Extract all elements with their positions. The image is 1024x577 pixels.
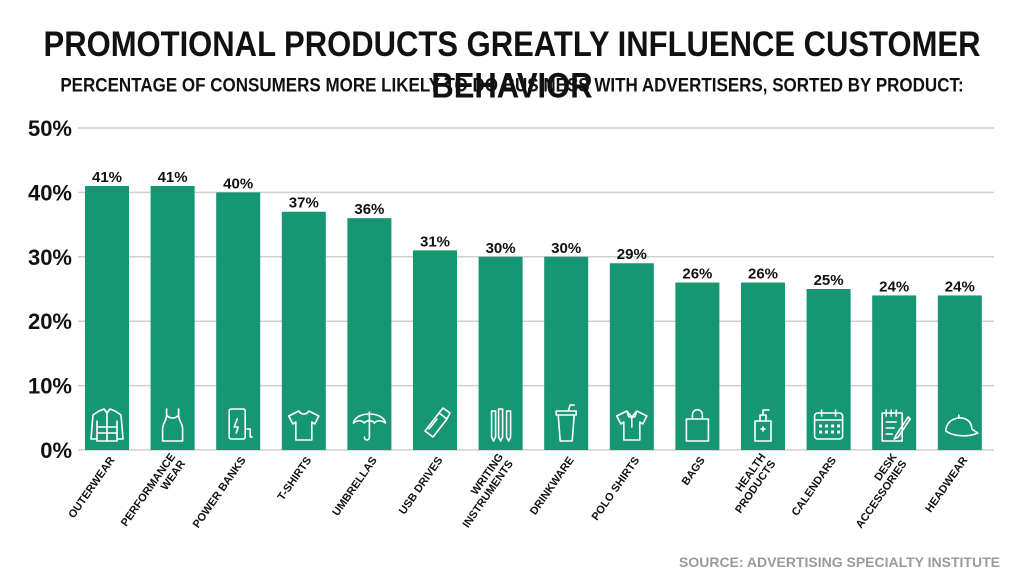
y-tick-label: 30%: [28, 245, 72, 270]
bar: [544, 256, 589, 450]
data-label: 40%: [223, 175, 253, 192]
x-tick-label: DRINKWARE: [528, 455, 577, 517]
bar: [85, 185, 129, 450]
data-labels: 41% 41% 40% 37% 36% 31% 30% 30% 29% 26% 26% 25% 24% 2…: [92, 169, 975, 295]
bar: [675, 282, 720, 450]
cap-icon: [944, 414, 979, 437]
y-tick-label: 0%: [40, 438, 72, 463]
product-icons: [90, 404, 979, 442]
y-axis: 0% 10% 20% 30% 40% 50%: [28, 116, 72, 463]
data-label: 24%: [945, 278, 975, 295]
x-tick-label: BAGS: [680, 455, 708, 488]
x-tick-label: DESKACCESSORIES: [844, 451, 910, 530]
data-label: 37%: [289, 195, 319, 212]
x-axis: OUTERWEAR PERFORMANCEWEAR POWER BANKS T-SHI…: [66, 451, 970, 535]
y-tick-label: 10%: [28, 374, 72, 399]
tank-top-icon: [161, 408, 184, 442]
bar: [150, 185, 195, 450]
bar: [216, 192, 261, 450]
bar: [872, 295, 917, 450]
x-tick-label: HEALTHPRODUCTS: [723, 451, 778, 515]
data-label: 30%: [551, 240, 581, 257]
bag-icon: [685, 408, 710, 442]
x-tick-label: PERFORMANCEWEAR: [119, 451, 188, 535]
data-label: 24%: [879, 278, 909, 295]
bar: [741, 282, 785, 450]
bar: [937, 295, 982, 450]
sanitizer-icon: [754, 409, 772, 442]
notepad-icon: [881, 409, 912, 442]
jacket-icon: [90, 408, 124, 442]
source-note: SOURCE: ADVERTISING SPECIALTY INSTITUTE: [679, 554, 1000, 570]
pens-icon: [490, 408, 512, 442]
x-tick-label: HEADWEAR: [923, 455, 970, 515]
x-tick-label: OUTERWEAR: [66, 455, 117, 521]
bar: [478, 256, 523, 450]
data-label: 36%: [354, 201, 384, 218]
usb-drive-icon: [424, 407, 451, 438]
chart-subtitle: PERCENTAGE OF CONSUMERS MORE LIKELY TO D…: [60, 74, 964, 96]
x-tick-label: WRITINGINSTRUMENTS: [451, 451, 516, 530]
tumbler-icon: [555, 404, 578, 442]
bar: [281, 211, 326, 450]
tshirt-icon: [287, 410, 320, 441]
x-tick-label: CALENDARS: [790, 455, 839, 518]
x-tick-label: T-SHIRTS: [276, 455, 315, 503]
calendar-icon: [813, 409, 844, 440]
gridlines: [78, 127, 994, 451]
data-label: 41%: [92, 169, 122, 186]
bar: [413, 250, 457, 450]
data-label: 31%: [420, 233, 450, 250]
polo-shirt-icon: [615, 410, 648, 441]
y-tick-label: 40%: [28, 180, 72, 205]
y-tick-label: 50%: [28, 116, 72, 141]
data-label: 26%: [682, 266, 712, 283]
x-tick-label: POWER BANKS: [191, 455, 249, 530]
bars: [85, 185, 982, 450]
chart-title: PROMOTIONAL PRODUCTS GREATLY INFLUENCE C…: [43, 24, 981, 106]
bar: [806, 289, 851, 450]
power-bank-icon: [228, 408, 253, 440]
x-tick-label: USB DRIVES: [397, 455, 445, 517]
data-label: 30%: [486, 240, 516, 257]
data-label: 29%: [617, 246, 647, 263]
data-label: 41%: [158, 169, 188, 186]
y-tick-label: 20%: [28, 309, 72, 334]
x-tick-label: POLO SHIRTS: [590, 455, 643, 523]
umbrella-icon: [352, 411, 387, 441]
data-label: 26%: [748, 266, 778, 283]
data-label: 25%: [814, 272, 844, 289]
x-tick-label: UMBRELLAS: [330, 455, 379, 518]
